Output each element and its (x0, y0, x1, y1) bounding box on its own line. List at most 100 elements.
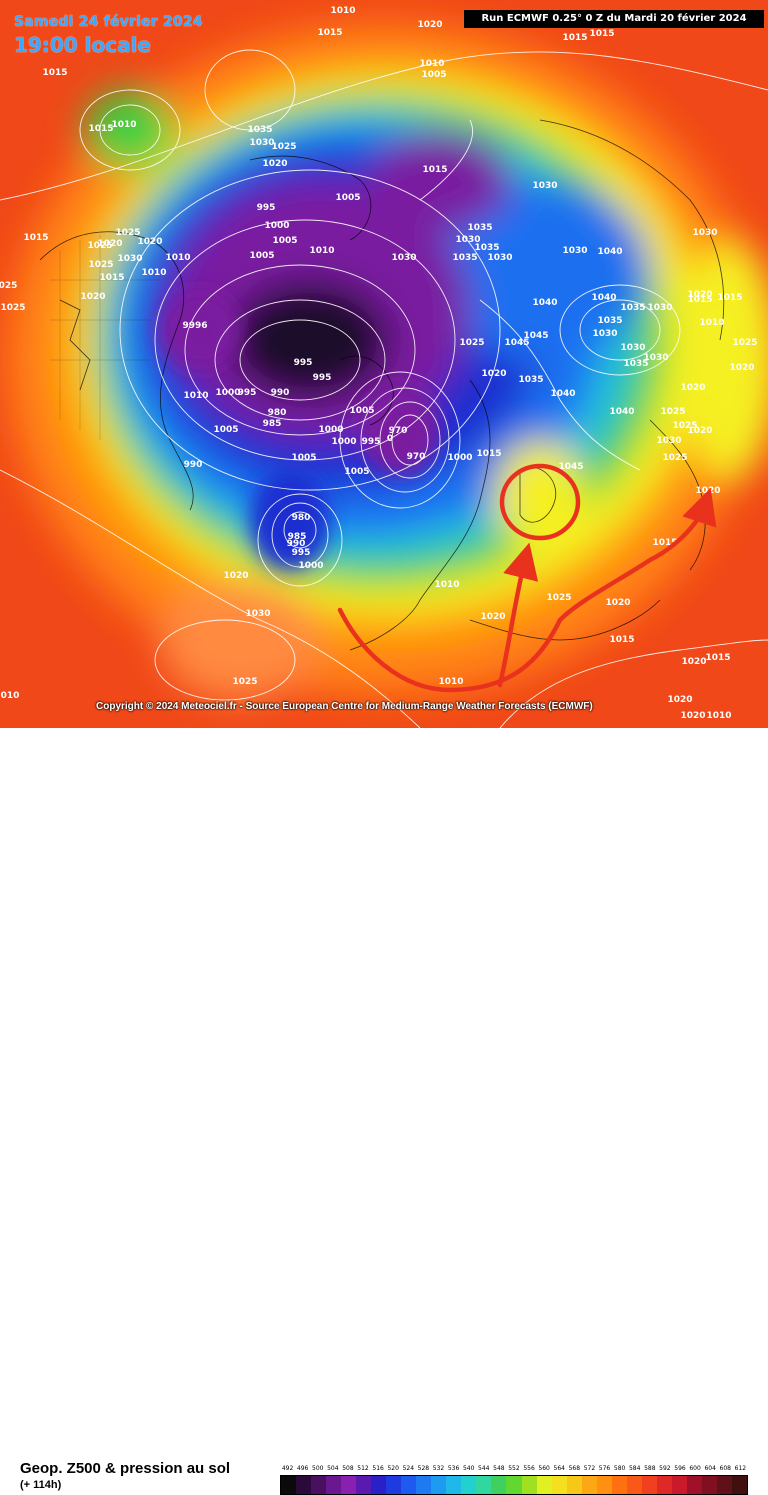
pressure-label: 1010 (434, 580, 459, 590)
pressure-label: 1015 (609, 635, 634, 645)
pressure-label: 1010 (183, 391, 208, 401)
pressure-label: 1025 (0, 303, 25, 313)
scale-label: 552 (508, 1465, 520, 1472)
scale-swatch (371, 1476, 387, 1494)
pressure-label: 1015 (42, 68, 67, 78)
pressure-label: 1035 (467, 223, 492, 233)
scale-swatch (731, 1476, 747, 1494)
pressure-label: 1010 (165, 253, 190, 263)
scale-swatch (476, 1476, 492, 1494)
pressure-label: 1015 (23, 233, 48, 243)
pressure-label: 1025 (115, 228, 140, 238)
pressure-label: 990 (287, 539, 306, 549)
pressure-label: 995 (294, 358, 313, 368)
pressure-label: 1020 (137, 237, 162, 247)
pressure-label: 970 (389, 426, 408, 436)
pressure-label: 1030 (455, 235, 480, 245)
pressure-label: 1015 (705, 653, 730, 663)
copyright-notice: Copyright © 2024 Meteociel.fr - Source E… (96, 701, 593, 712)
scale-label: 600 (689, 1465, 701, 1472)
scale-label: 544 (478, 1465, 490, 1472)
pressure-label: 1030 (245, 609, 270, 619)
scale-swatch (506, 1476, 522, 1494)
pressure-label: 980 (292, 513, 311, 523)
scale-swatch (611, 1476, 627, 1494)
pressure-label: 1015 (317, 28, 342, 38)
pressure-label: 1030 (692, 228, 717, 238)
scale-label: 556 (523, 1465, 535, 1472)
scale-label: 524 (402, 1465, 415, 1472)
scale-label: 504 (327, 1465, 339, 1472)
pressure-label: 1030 (249, 138, 274, 148)
scale-swatch (491, 1476, 507, 1494)
pressure-label: 985 (263, 419, 282, 429)
pressure-label: 1010 (419, 59, 444, 69)
pressure-label: 1005 (349, 406, 374, 416)
scale-swatch (356, 1476, 372, 1494)
pressure-label: 0 (387, 434, 393, 444)
pressure-label: 1035 (620, 303, 645, 313)
pressure-label: 1035 (518, 375, 543, 385)
pressure-label: 1040 (591, 293, 616, 303)
pressure-label: 1015 (88, 124, 113, 134)
pressure-label: 1035 (597, 316, 622, 326)
pressure-label: 1005 (344, 467, 369, 477)
scale-swatch (341, 1476, 357, 1494)
pressure-label: 1030 (532, 181, 557, 191)
pressure-label: 1020 (417, 20, 442, 30)
scale-label: 572 (583, 1465, 596, 1472)
pressure-label: 1005 (213, 425, 238, 435)
scale-swatch (656, 1476, 672, 1494)
scale-swatch (296, 1476, 312, 1494)
pressure-label: 1040 (550, 389, 575, 399)
scale-swatch (701, 1476, 717, 1494)
pressure-label: 1020 (605, 598, 630, 608)
scale-swatch (671, 1476, 687, 1494)
pressure-label: 1015 (422, 165, 447, 175)
pressure-label: 1010 (438, 677, 463, 687)
pressure-label: 1030 (117, 254, 142, 264)
grid-lines (50, 235, 160, 440)
scale-swatch (326, 1476, 342, 1494)
pressure-label: 1010 (111, 120, 136, 130)
pressure-label: 1020 (80, 292, 105, 302)
scale-label: 512 (357, 1465, 369, 1472)
scale-label: 508 (342, 1465, 354, 1472)
pressure-label: 1035 (452, 253, 477, 263)
pressure-label: 1010 (699, 318, 724, 328)
scale-swatch (686, 1476, 702, 1494)
annotation-branch (497, 542, 539, 688)
scale-label: 520 (387, 1465, 399, 1472)
pressure-label: 1020 (687, 290, 712, 300)
pressure-label: 1025 (546, 593, 571, 603)
color-scale-bar (280, 1475, 748, 1495)
annotation-circle (499, 463, 581, 541)
scale-label: 608 (719, 1465, 731, 1472)
pressure-label: 1015 (687, 295, 712, 305)
pressure-label: 1005 (291, 453, 316, 463)
scale-label: 548 (493, 1465, 505, 1472)
pressure-label: 1020 (97, 239, 122, 249)
pressure-label: 1015 (476, 449, 501, 459)
pressure-label: 1045 (558, 462, 583, 472)
pressure-label: 1020 (667, 695, 692, 705)
pressure-label: 1020 (223, 571, 248, 581)
scale-label: 596 (674, 1465, 686, 1472)
pressure-label: 1000 (264, 221, 289, 231)
pressure-label: 1030 (592, 329, 617, 339)
pressure-label: 1010 (309, 246, 334, 256)
pressure-label: 995 (257, 203, 276, 213)
pressure-label: 1020 (687, 426, 712, 436)
pressure-label: 1020 (262, 159, 287, 169)
pressure-label: 1025 (672, 421, 697, 431)
scale-swatch (551, 1476, 567, 1494)
footer-bar: Geop. Z500 & pression au sol (+ 114h) 49… (0, 728, 768, 1495)
field-title: Geop. Z500 & pression au sol (20, 1460, 231, 1477)
scale-swatch (386, 1476, 402, 1494)
pressure-label: 1030 (647, 303, 672, 313)
scale-swatch (716, 1476, 732, 1494)
color-scale: 492 496 500 504 508 512 516 520 524 528 532 536 540 5… (280, 1465, 748, 1495)
scale-swatch (461, 1476, 477, 1494)
